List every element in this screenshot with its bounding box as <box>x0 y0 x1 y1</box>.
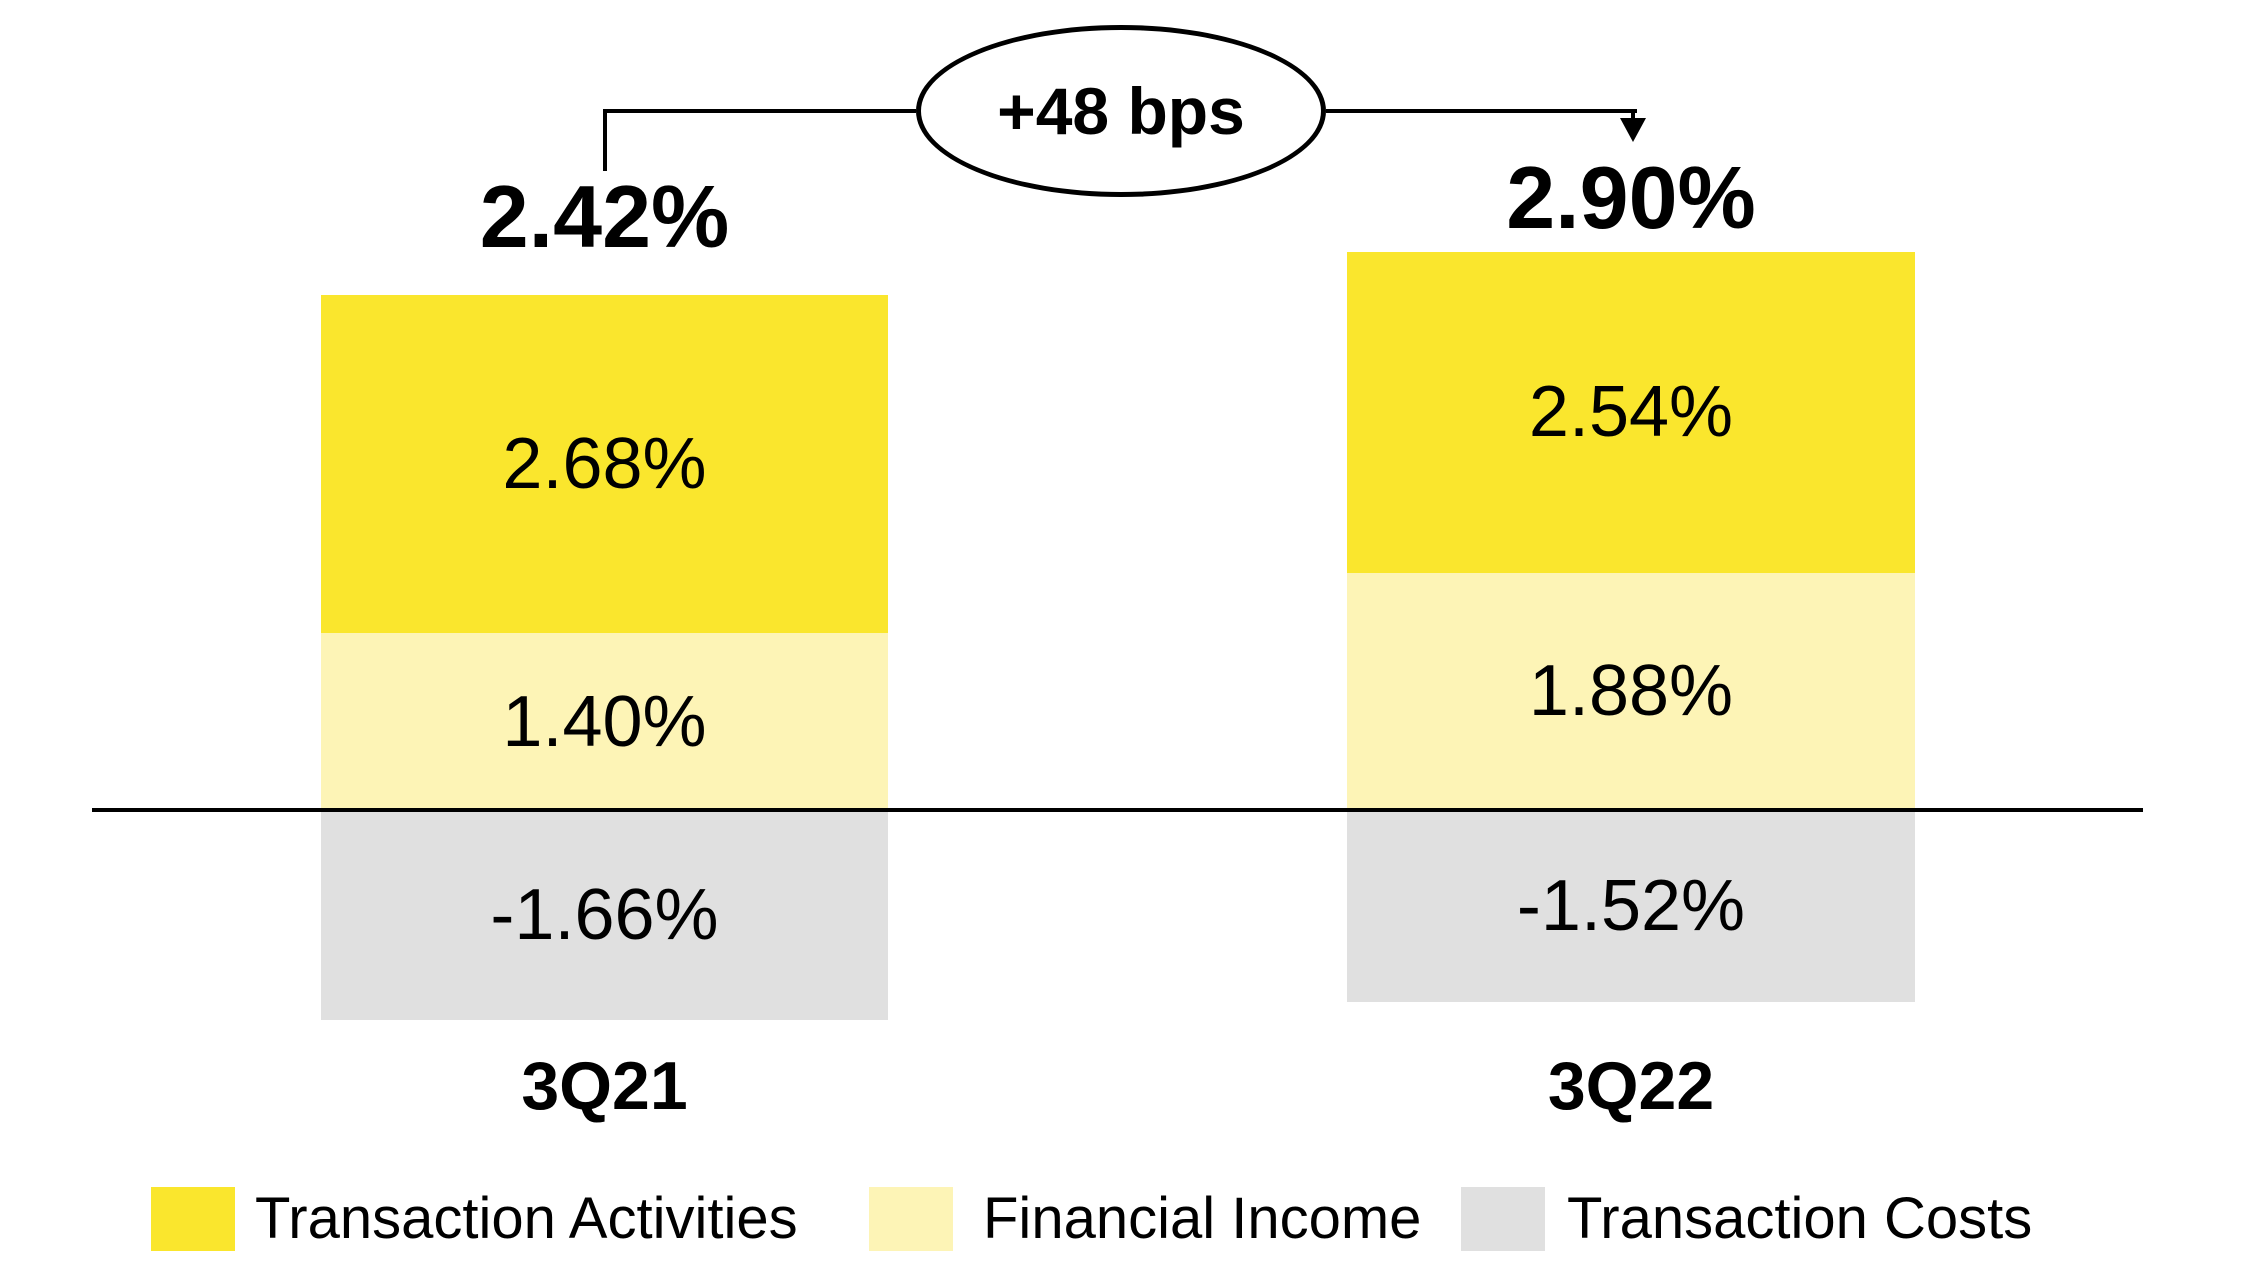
segment-value-label: 1.40% <box>502 681 707 762</box>
segment-transaction-activities-3q22: 2.54% <box>1347 251 1915 573</box>
connector-right-horizontal <box>1326 109 1637 113</box>
segment-value-label: 2.54% <box>1528 372 1734 453</box>
category-label-3q21: 3Q21 <box>521 1048 688 1124</box>
total-label-3q22: 2.90% <box>1506 148 1756 247</box>
delta-annotation-label: +48 bps <box>997 74 1245 148</box>
segment-value-label: 2.68% <box>502 423 707 504</box>
segment-value-label: 1.88% <box>1528 651 1734 732</box>
segment-transaction-costs-3q22: -1.52% <box>1347 810 1915 1002</box>
legend-label-transaction-costs: Transaction Costs <box>1567 1186 2033 1251</box>
segment-transaction-activities-3q21: 2.68% <box>321 294 888 634</box>
zero-axis-line <box>92 808 2143 812</box>
segment-transaction-costs-3q21: -1.66% <box>321 810 888 1020</box>
arrow-down-icon <box>1620 118 1646 142</box>
segment-financial-income-3q21: 1.40% <box>321 633 888 810</box>
total-label-3q21: 2.42% <box>479 167 730 266</box>
legend-label-transaction-activities: Transaction Activities <box>255 1186 798 1251</box>
legend-swatch-transaction-costs <box>1461 1187 1545 1251</box>
connector-left-horizontal <box>603 109 916 113</box>
segment-financial-income-3q22: 1.88% <box>1347 572 1915 810</box>
connector-right-vertical <box>1631 109 1635 123</box>
legend-label-financial-income: Financial Income <box>983 1186 1422 1251</box>
legend-swatch-financial-income <box>869 1187 953 1251</box>
segment-value-label: -1.66% <box>490 874 719 955</box>
connector-left-vertical <box>603 109 607 171</box>
category-label-3q22: 3Q22 <box>1547 1048 1715 1124</box>
segment-value-label: -1.52% <box>1516 865 1746 946</box>
legend-swatch-transaction-activities <box>151 1187 235 1251</box>
delta-annotation-bubble: +48 bps <box>916 25 1326 197</box>
